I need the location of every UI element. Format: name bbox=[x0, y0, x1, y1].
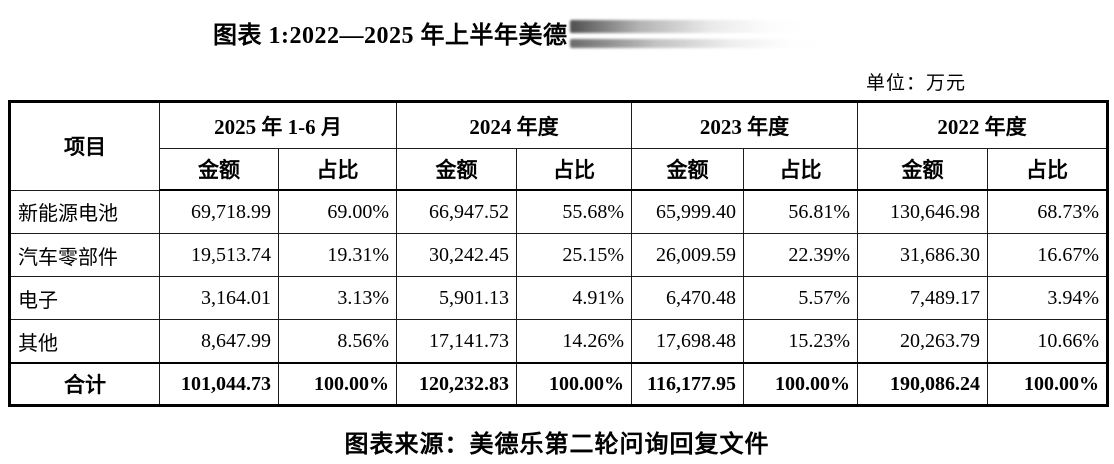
cell-value: 56.81% bbox=[743, 189, 858, 234]
cell-value: 130,646.98 bbox=[857, 189, 988, 234]
header-2023-share: 占比 bbox=[743, 148, 858, 191]
cell-value: 16.67% bbox=[987, 233, 1108, 277]
cell-value: 19.31% bbox=[278, 233, 397, 277]
header-2024: 2024 年度 bbox=[396, 101, 632, 149]
cell-value: 14.26% bbox=[516, 319, 632, 364]
header-2022-amount: 金额 bbox=[857, 148, 988, 191]
cell-value: 8.56% bbox=[278, 319, 397, 364]
cell-value: 4.91% bbox=[516, 276, 632, 320]
total-value: 120,232.83 bbox=[396, 362, 517, 406]
cell-value: 8,647.99 bbox=[159, 319, 279, 364]
table-row-electronics: 电子 3,164.01 3.13% 5,901.13 4.91% 6,470.4… bbox=[9, 276, 1108, 320]
cell-value: 20,263.79 bbox=[857, 319, 988, 364]
financial-table: 项目 2025 年 1-6 月 2024 年度 2023 年度 2022 年度 … bbox=[8, 100, 1109, 407]
chart-title-row: 图表 1:2022—2025 年上半年美德 bbox=[213, 10, 816, 54]
cell-value: 5.57% bbox=[743, 276, 858, 320]
table-row-battery: 新能源电池 69,718.99 69.00% 66,947.52 55.68% … bbox=[9, 189, 1108, 234]
table-row-autoparts: 汽车零部件 19,513.74 19.31% 30,242.45 25.15% … bbox=[9, 233, 1108, 277]
redaction-bar-bottom bbox=[569, 39, 816, 48]
total-value: 190,086.24 bbox=[857, 362, 988, 406]
table-header-years: 项目 2025 年 1-6 月 2024 年度 2023 年度 2022 年度 bbox=[9, 101, 1108, 191]
redaction-smudge bbox=[569, 14, 816, 54]
cell-value: 10.66% bbox=[987, 319, 1108, 364]
table-row-total: 合计 101,044.73 100.00% 120,232.83 100.00%… bbox=[9, 362, 1108, 406]
cell-value: 31,686.30 bbox=[857, 233, 988, 277]
cell-value: 22.39% bbox=[743, 233, 858, 277]
cell-value: 66,947.52 bbox=[396, 189, 517, 234]
cell-value: 55.68% bbox=[516, 189, 632, 234]
cell-value: 5,901.13 bbox=[396, 276, 517, 320]
header-2025-share: 占比 bbox=[278, 148, 397, 191]
row-label: 新能源电池 bbox=[9, 189, 160, 234]
cell-value: 25.15% bbox=[516, 233, 632, 277]
source-caption: 图表来源：美德乐第二轮问询回复文件 bbox=[344, 432, 770, 458]
redaction-bar-top bbox=[569, 20, 802, 33]
cell-value: 7,489.17 bbox=[857, 276, 988, 320]
cell-value: 3.94% bbox=[987, 276, 1108, 320]
cell-value: 15.23% bbox=[743, 319, 858, 364]
row-label: 其他 bbox=[9, 319, 160, 364]
header-2025: 2025 年 1-6 月 bbox=[159, 101, 397, 149]
total-value: 100.00% bbox=[987, 362, 1108, 406]
cell-value: 26,009.59 bbox=[631, 233, 744, 277]
cell-value: 69.00% bbox=[278, 189, 397, 234]
header-item-column: 项目 bbox=[9, 101, 160, 191]
cell-value: 6,470.48 bbox=[631, 276, 744, 320]
table-row-other: 其他 8,647.99 8.56% 17,141.73 14.26% 17,69… bbox=[9, 319, 1108, 364]
cell-value: 19,513.74 bbox=[159, 233, 279, 277]
row-label: 电子 bbox=[9, 276, 160, 320]
cell-value: 17,141.73 bbox=[396, 319, 517, 364]
chart-title: 图表 1:2022—2025 年上半年美德 bbox=[213, 22, 568, 49]
cell-value: 65,999.40 bbox=[631, 189, 744, 234]
total-value: 100.00% bbox=[516, 362, 632, 406]
total-value: 100.00% bbox=[743, 362, 858, 406]
header-2022-share: 占比 bbox=[987, 148, 1108, 191]
total-value: 101,044.73 bbox=[159, 362, 279, 406]
total-value: 116,177.95 bbox=[631, 362, 744, 406]
cell-value: 68.73% bbox=[987, 189, 1108, 234]
table-header-subcolumns: 金额 占比 金额 占比 金额 占比 金额 占比 bbox=[10, 148, 1108, 191]
header-2023-amount: 金额 bbox=[631, 148, 744, 191]
header-2025-amount: 金额 bbox=[159, 148, 279, 191]
cell-value: 30,242.45 bbox=[396, 233, 517, 277]
header-2023: 2023 年度 bbox=[631, 101, 858, 149]
unit-label: 单位：万元 bbox=[866, 73, 967, 94]
header-2024-amount: 金额 bbox=[396, 148, 517, 191]
cell-value: 3.13% bbox=[278, 276, 397, 320]
header-2024-share: 占比 bbox=[516, 148, 632, 191]
cell-value: 69,718.99 bbox=[159, 189, 279, 234]
row-label: 汽车零部件 bbox=[9, 233, 160, 277]
cell-value: 3,164.01 bbox=[159, 276, 279, 320]
header-2022: 2022 年度 bbox=[857, 101, 1108, 149]
total-value: 100.00% bbox=[278, 362, 397, 406]
cell-value: 17,698.48 bbox=[631, 319, 744, 364]
total-label: 合计 bbox=[9, 362, 160, 406]
